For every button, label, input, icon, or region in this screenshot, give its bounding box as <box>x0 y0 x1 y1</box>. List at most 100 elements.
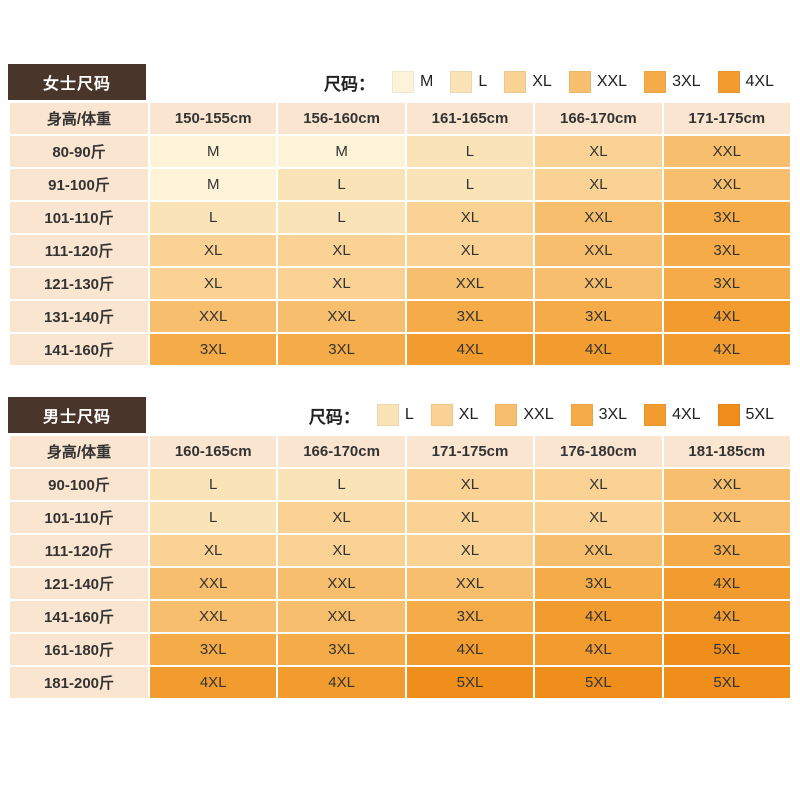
height-column-header: 156-160cm <box>278 103 405 134</box>
height-column-header: 160-165cm <box>150 436 277 467</box>
size-cell: XL <box>278 235 405 266</box>
size-cell: L <box>406 136 534 167</box>
size-cell: 5XL <box>406 667 534 698</box>
size-cell: 3XL <box>150 634 277 665</box>
legend-size-label: XL <box>458 406 479 423</box>
size-cell: 4XL <box>278 667 405 698</box>
size-cell: 3XL <box>278 634 405 665</box>
size-cell: 5XL <box>535 667 662 698</box>
size-cell: XXL <box>535 235 662 266</box>
weight-row-label: 90-100斤 <box>10 469 148 500</box>
legend-swatch-xxl <box>568 71 591 93</box>
weight-row-label: 80-90斤 <box>10 136 148 167</box>
legend-size-label: 3XL <box>672 73 701 90</box>
size-cell: 4XL <box>406 634 534 665</box>
men-size-table: 身高/体重 160-165cm 166-170cm 171-175cm 176-180c… <box>8 434 792 700</box>
weight-row-label: 141-160斤 <box>10 601 148 632</box>
size-cell: XL <box>535 169 662 200</box>
size-cell: 4XL <box>663 568 790 599</box>
table-row: 181-200斤 4XL 4XL 5XL 5XL 5XL <box>10 667 790 698</box>
size-cell: L <box>150 502 277 533</box>
size-cell: XXL <box>278 301 405 332</box>
women-table-header-bar: 女士尺码 尺码： M L XL XXL 3XL 4XL <box>8 64 792 100</box>
size-cell: XL <box>406 535 534 566</box>
legend-size-label: XXL <box>596 73 628 90</box>
table-row: 131-140斤 XXL XXL 3XL 3XL 4XL <box>10 301 790 332</box>
legend-item-xxl: XXL <box>495 404 554 426</box>
size-cell: XL <box>406 469 534 500</box>
legend-size-label: 5XL <box>745 406 774 423</box>
size-cell: L <box>278 469 405 500</box>
size-cell: 4XL <box>150 667 277 698</box>
table-row: 121-140斤 XXL XXL XXL 3XL 4XL <box>10 568 790 599</box>
height-column-header: 166-170cm <box>278 436 405 467</box>
height-column-header: 161-165cm <box>406 103 534 134</box>
weight-row-label: 91-100斤 <box>10 169 148 200</box>
legend-label: 尺码： <box>324 74 375 94</box>
size-cell: XL <box>535 136 662 167</box>
legend-item-xl: XL <box>430 404 479 426</box>
table-row: 121-130斤 XL XL XXL XXL 3XL <box>10 268 790 299</box>
women-size-table-section: 女士尺码 尺码： M L XL XXL 3XL 4XL 身高/体重 150-155cm 156-… <box>8 64 792 367</box>
legend-item-l: L <box>376 404 414 426</box>
legend-size-label: XXL <box>523 406 554 423</box>
table-row: 141-160斤 3XL 3XL 4XL 4XL 4XL <box>10 334 790 365</box>
table-row: 80-90斤 M M L XL XXL <box>10 136 790 167</box>
size-cell: 4XL <box>406 334 534 365</box>
table-row: 111-120斤 XL XL XL XXL 3XL <box>10 235 790 266</box>
size-cell: XXL <box>663 169 790 200</box>
height-column-header: 166-170cm <box>535 103 662 134</box>
size-cell: XL <box>406 202 534 233</box>
height-weight-corner-header: 身高/体重 <box>10 103 148 134</box>
size-cell: 3XL <box>406 601 534 632</box>
size-cell: XXL <box>278 568 405 599</box>
size-cell: L <box>278 202 405 233</box>
size-cell: M <box>278 136 405 167</box>
table-row: 141-160斤 XXL XXL 3XL 4XL 4XL <box>10 601 790 632</box>
legend-size-label: L <box>404 406 414 423</box>
legend-swatch-xl <box>504 71 527 93</box>
men-table-title: 男士尺码 <box>8 397 146 433</box>
size-cell: 3XL <box>406 301 534 332</box>
size-cell: 3XL <box>663 535 790 566</box>
size-cell: XL <box>406 235 534 266</box>
height-column-header: 176-180cm <box>535 436 662 467</box>
size-cell: XXL <box>150 301 277 332</box>
size-cell: 3XL <box>663 268 790 299</box>
men-size-legend: 尺码： L XL XXL 3XL 4XL 5XL <box>146 397 792 433</box>
size-cell: 5XL <box>663 634 790 665</box>
weight-row-label: 121-130斤 <box>10 268 148 299</box>
legend-swatch-4xl <box>717 71 740 93</box>
weight-row-label: 111-120斤 <box>10 235 148 266</box>
weight-row-label: 101-110斤 <box>10 202 148 233</box>
size-cell: XL <box>406 502 534 533</box>
legend-swatch-l <box>450 71 473 93</box>
legend-swatch-5xl <box>717 404 740 426</box>
height-column-header: 150-155cm <box>150 103 277 134</box>
weight-row-label: 131-140斤 <box>10 301 148 332</box>
women-size-table: 身高/体重 150-155cm 156-160cm 161-165cm 166-170c… <box>8 101 792 367</box>
table-row: 90-100斤 L L XL XL XXL <box>10 469 790 500</box>
legend-item-l: L <box>450 71 487 93</box>
legend-item-4xl: 4XL <box>717 71 774 93</box>
size-cell: M <box>150 136 277 167</box>
size-cell: XL <box>535 469 662 500</box>
legend-item-5xl: 5XL <box>717 404 774 426</box>
height-column-header: 171-175cm <box>663 103 790 134</box>
table-row: 101-110斤 L XL XL XL XXL <box>10 502 790 533</box>
table-row: 101-110斤 L L XL XXL 3XL <box>10 202 790 233</box>
size-cell: XXL <box>535 268 662 299</box>
legend-swatch-l <box>376 404 399 426</box>
height-column-header: 181-185cm <box>663 436 790 467</box>
size-cell: XL <box>278 502 405 533</box>
size-cell: L <box>150 202 277 233</box>
header-row: 身高/体重 150-155cm 156-160cm 161-165cm 166-170c… <box>10 103 790 134</box>
size-cell: XL <box>150 268 277 299</box>
legend-swatch-m <box>392 71 414 93</box>
weight-row-label: 161-180斤 <box>10 634 148 665</box>
legend-size-label: 4XL <box>745 73 774 90</box>
legend-label: 尺码： <box>308 407 360 427</box>
size-cell: 4XL <box>535 601 662 632</box>
legend-item-xl: XL <box>504 71 552 93</box>
size-cell: XXL <box>406 568 534 599</box>
